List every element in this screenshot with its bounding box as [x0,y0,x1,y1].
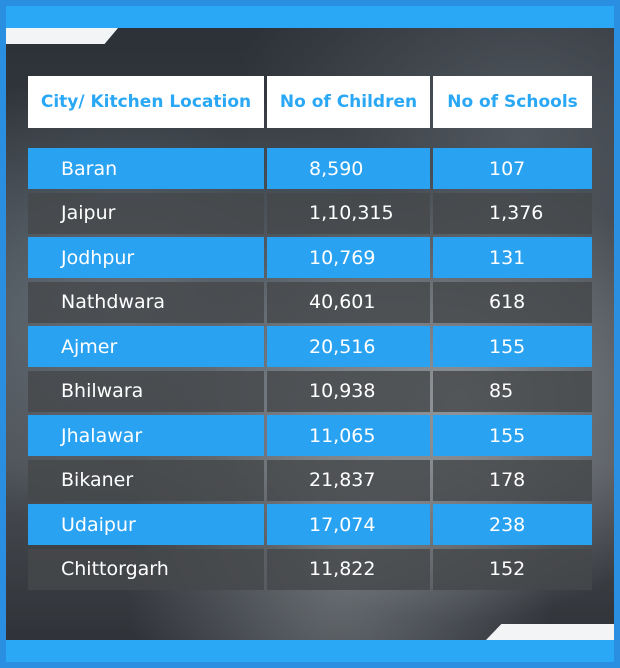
schools-cell: 107 [433,148,592,189]
table-row: Ajmer 20,516 155 [28,326,592,367]
schools-cell: 131 [433,237,592,278]
children-cell: 10,769 [267,237,430,278]
top-accent-tab [6,28,118,44]
table-row: Jhalawar 11,065 155 [28,415,592,456]
city-cell: Chittorgarh [28,548,264,590]
infographic-frame: City/ Kitchen Location No of Children No… [6,6,614,662]
city-cell: Jaipur [28,192,264,234]
bottom-accent-tab [486,624,614,640]
table-row: Nathdwara 40,601 618 [28,281,592,323]
children-cell: 17,074 [267,504,430,545]
table-header-row: City/ Kitchen Location No of Children No… [28,76,592,128]
table-row: Bhilwara 10,938 85 [28,370,592,412]
children-cell: 1,10,315 [267,192,430,234]
children-cell: 10,938 [267,370,430,412]
header-children: No of Children [267,76,430,128]
kitchen-table: City/ Kitchen Location No of Children No… [28,76,592,593]
schools-cell: 155 [433,415,592,456]
schools-cell: 238 [433,504,592,545]
top-accent-bar [6,6,614,28]
children-cell: 21,837 [267,459,430,501]
schools-cell: 178 [433,459,592,501]
bottom-accent-bar [6,640,614,662]
schools-cell: 618 [433,281,592,323]
table-row: Udaipur 17,074 238 [28,504,592,545]
schools-cell: 1,376 [433,192,592,234]
table-row: Bikaner 21,837 178 [28,459,592,501]
table-row: Baran 8,590 107 [28,148,592,189]
schools-cell: 85 [433,370,592,412]
city-cell: Udaipur [28,504,264,545]
city-cell: Ajmer [28,326,264,367]
header-schools: No of Schools [433,76,592,128]
children-cell: 40,601 [267,281,430,323]
table-row: Chittorgarh 11,822 152 [28,548,592,590]
city-cell: Jhalawar [28,415,264,456]
schools-cell: 152 [433,548,592,590]
children-cell: 8,590 [267,148,430,189]
children-cell: 20,516 [267,326,430,367]
table-row: Jodhpur 10,769 131 [28,237,592,278]
city-cell: Jodhpur [28,237,264,278]
header-city: City/ Kitchen Location [28,76,264,128]
children-cell: 11,822 [267,548,430,590]
city-cell: Nathdwara [28,281,264,323]
table-row: Jaipur 1,10,315 1,376 [28,192,592,234]
city-cell: Baran [28,148,264,189]
children-cell: 11,065 [267,415,430,456]
city-cell: Bikaner [28,459,264,501]
schools-cell: 155 [433,326,592,367]
city-cell: Bhilwara [28,370,264,412]
